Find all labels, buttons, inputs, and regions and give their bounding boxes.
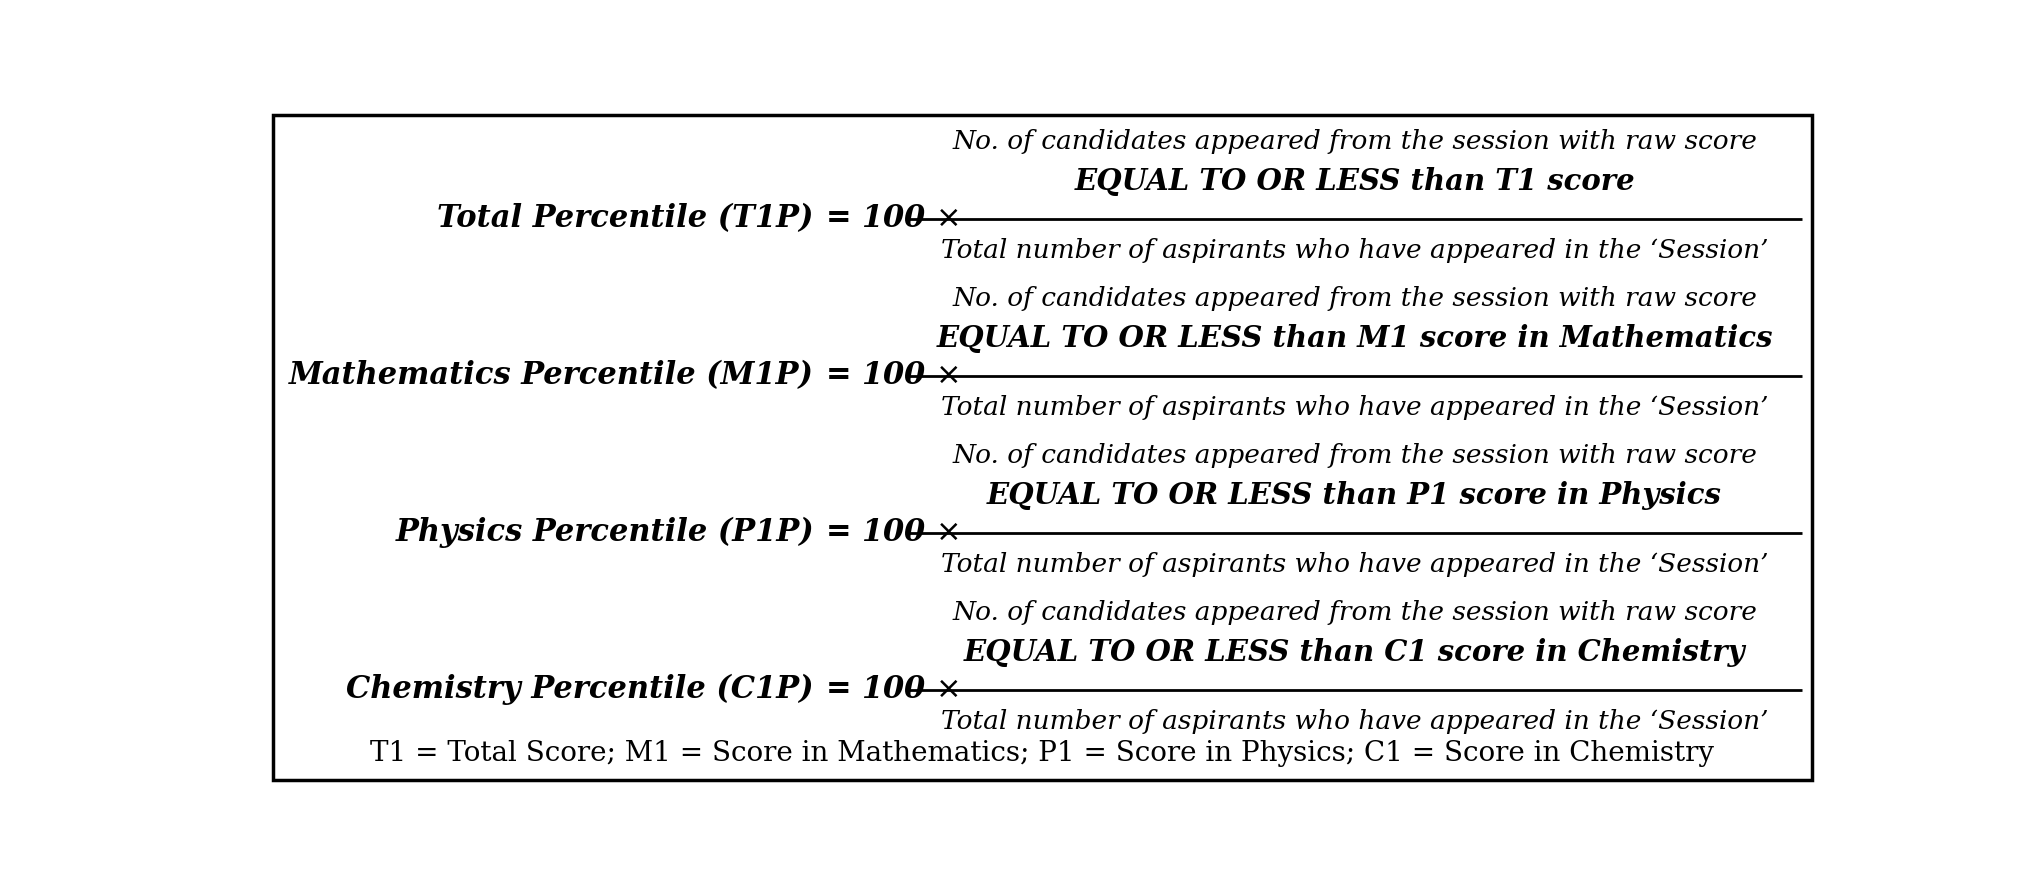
Text: No. of candidates appeared from the session with raw score: No. of candidates appeared from the sess…	[952, 443, 1757, 468]
Text: EQUAL TO OR LESS than T1 score: EQUAL TO OR LESS than T1 score	[1074, 167, 1635, 197]
Text: = 100 $\times$: = 100 $\times$	[826, 517, 958, 548]
Text: = 100 $\times$: = 100 $\times$	[826, 361, 958, 392]
FancyBboxPatch shape	[273, 114, 1812, 781]
Text: EQUAL TO OR LESS than P1 score in Physics: EQUAL TO OR LESS than P1 score in Physic…	[986, 481, 1723, 510]
Text: = 100 $\times$: = 100 $\times$	[826, 674, 958, 705]
Text: Total Percentile (T1P): Total Percentile (T1P)	[437, 204, 814, 235]
Text: T1 = Total Score; M1 = Score in Mathematics; P1 = Score in Physics; C1 = Score i: T1 = Total Score; M1 = Score in Mathemat…	[370, 740, 1715, 766]
Text: No. of candidates appeared from the session with raw score: No. of candidates appeared from the sess…	[952, 129, 1757, 154]
Text: Total number of aspirants who have appeared in the ‘Session’: Total number of aspirants who have appea…	[942, 395, 1768, 420]
Text: No. of candidates appeared from the session with raw score: No. of candidates appeared from the sess…	[952, 600, 1757, 625]
Text: Total number of aspirants who have appeared in the ‘Session’: Total number of aspirants who have appea…	[942, 709, 1768, 734]
Text: EQUAL TO OR LESS than M1 score in Mathematics: EQUAL TO OR LESS than M1 score in Mathem…	[936, 324, 1774, 354]
Text: Total number of aspirants who have appeared in the ‘Session’: Total number of aspirants who have appea…	[942, 238, 1768, 263]
Text: EQUAL TO OR LESS than C1 score in Chemistry: EQUAL TO OR LESS than C1 score in Chemis…	[964, 638, 1745, 667]
Text: = 100 $\times$: = 100 $\times$	[826, 204, 958, 235]
Text: No. of candidates appeared from the session with raw score: No. of candidates appeared from the sess…	[952, 286, 1757, 311]
Text: Chemistry Percentile (C1P): Chemistry Percentile (C1P)	[346, 674, 814, 705]
Text: Total number of aspirants who have appeared in the ‘Session’: Total number of aspirants who have appea…	[942, 552, 1768, 577]
Text: Physics Percentile (P1P): Physics Percentile (P1P)	[395, 517, 814, 548]
Text: Mathematics Percentile (M1P): Mathematics Percentile (M1P)	[289, 361, 814, 392]
